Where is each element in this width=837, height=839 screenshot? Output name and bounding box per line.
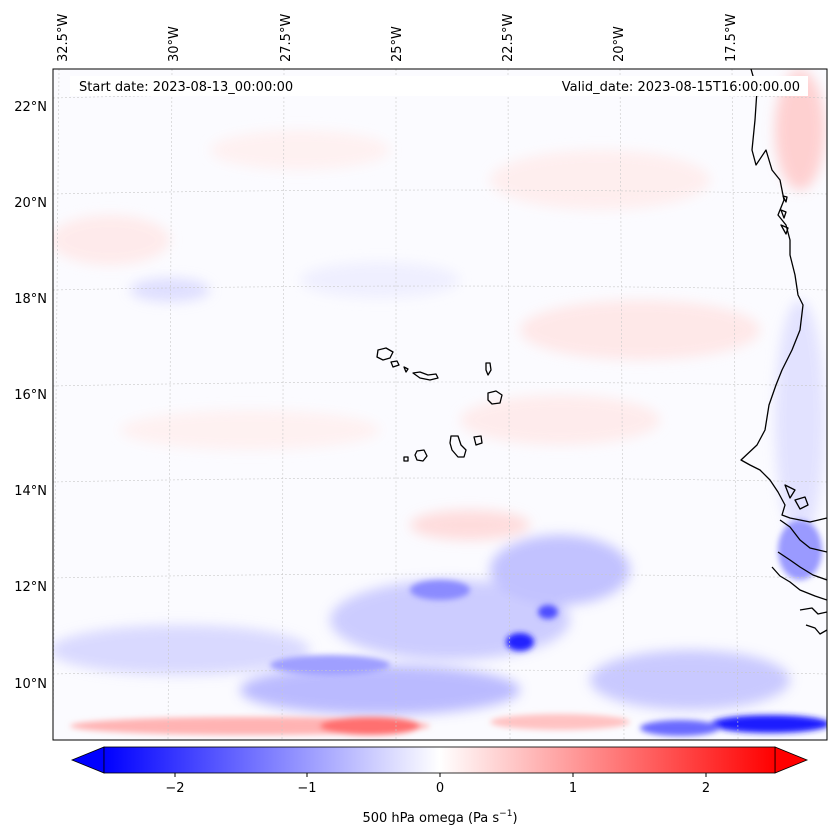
lat-label: 10°N (14, 677, 47, 692)
santiago-island (449, 435, 467, 458)
colorbar-tick-label: 1 (569, 781, 577, 796)
boa-vista-island (487, 390, 503, 405)
colorbar-tick-label: 2 (702, 781, 710, 796)
sal-island (485, 362, 492, 376)
lon-label: 30°W (167, 26, 182, 62)
omega-field (53, 70, 827, 736)
lat-label: 22°N (14, 100, 47, 115)
start-date-label: Start date: 2023-08-13_00:00:00 (79, 80, 293, 95)
sao-nicolau-island (412, 371, 439, 381)
brava-island (403, 456, 409, 462)
colorbar-extend-max (774, 746, 809, 774)
colorbar-tick-label: 0 (436, 781, 444, 796)
lon-label: 17.5°W (724, 14, 739, 62)
coastline (740, 69, 827, 635)
valid-date-label: Valid_date: 2023-08-15T16:00:00.00 (562, 80, 800, 95)
map-frame (52, 68, 828, 741)
lon-label: 25°W (390, 26, 405, 62)
lon-label: 22.5°W (501, 14, 516, 62)
sao-vicente-island (390, 360, 400, 368)
lat-label: 14°N (14, 484, 47, 499)
colorbar-label: 500 hPa omega (Pa s−1) (362, 809, 517, 826)
lat-label: 16°N (14, 388, 47, 403)
colorbar: −2 −1 0 1 2 500 hPa omega (Pa s−1) (70, 746, 809, 826)
lat-label: 18°N (14, 292, 47, 307)
lat-label: 12°N (14, 580, 47, 595)
colorbar-tick-label: −2 (165, 781, 184, 796)
cape-verde-islands (376, 347, 503, 462)
africa-coastline (740, 69, 827, 523)
colorbar-ticks (174, 773, 707, 777)
lon-label: 27.5°W (279, 14, 294, 62)
header-band (70, 76, 808, 96)
latitude-labels: 22°N 20°N 18°N 16°N 14°N 12°N 10°N (14, 100, 47, 692)
colorbar-tick-label: −1 (297, 781, 316, 796)
santa-luzia-island (403, 366, 409, 373)
santo-antao-island (376, 347, 394, 361)
map-panel (53, 69, 827, 740)
longitude-labels: 32.5°W 30°W 27.5°W 25°W 22.5°W 20°W 17.5… (56, 14, 739, 62)
fogo-island (414, 449, 428, 462)
colorbar-extend-min (70, 746, 105, 774)
maio-island (473, 435, 483, 446)
colorbar-gradient (103, 746, 776, 774)
lon-label: 20°W (612, 26, 627, 62)
lat-label: 20°N (14, 196, 47, 211)
lon-label: 32.5°W (56, 14, 71, 62)
